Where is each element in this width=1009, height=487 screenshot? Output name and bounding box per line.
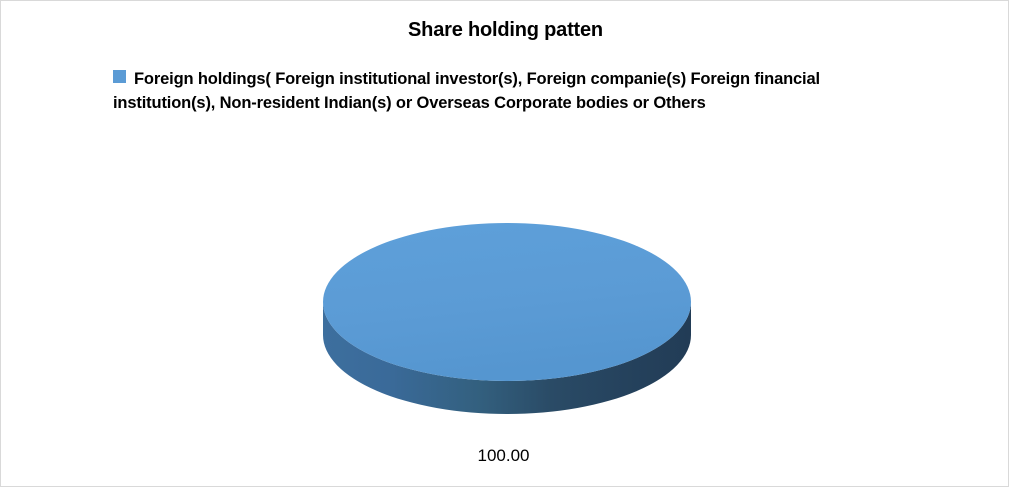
legend-square-icon [113, 70, 126, 83]
pie-data-label: 100.00 [1, 446, 1008, 466]
pie-top-face [323, 223, 691, 381]
pie-side-wall [323, 302, 691, 414]
pie-graphic[interactable] [317, 217, 697, 437]
chart-legend: Foreign holdings( Foreign institutional … [113, 67, 913, 115]
legend-item-label: Foreign holdings( Foreign institutional … [113, 70, 820, 112]
chart-title: Share holding patten [408, 19, 603, 41]
pie-slice-foreign-holdings[interactable] [317, 217, 697, 437]
pie-data-label-value: 100.00 [477, 446, 530, 465]
